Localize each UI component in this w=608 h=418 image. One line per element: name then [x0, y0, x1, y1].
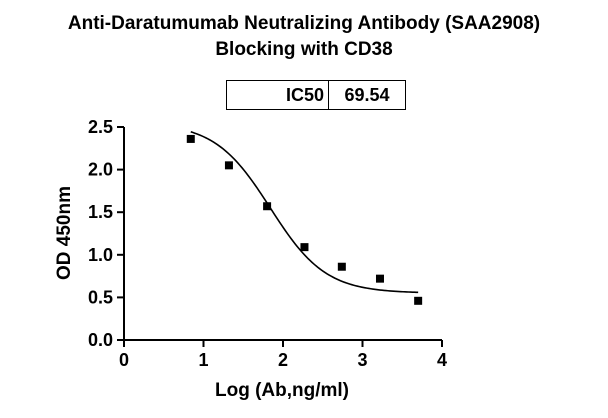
- data-point: [263, 202, 272, 211]
- y-tick-label: 2.0: [88, 160, 113, 180]
- x-tick-label: 1: [198, 350, 208, 370]
- data-point: [414, 296, 423, 305]
- ic50-label: IC50: [227, 81, 329, 109]
- y-tick-label: 1.0: [88, 245, 113, 265]
- data-point: [375, 274, 384, 283]
- data-point: [337, 262, 346, 271]
- ic50-value: 69.54: [344, 84, 390, 105]
- chart-subtitle: Blocking with CD38: [215, 39, 393, 60]
- y-axis-label: OD 450nm: [54, 186, 75, 280]
- x-tick-label: 4: [437, 350, 447, 370]
- y-tick-label: 0.0: [88, 330, 113, 350]
- x-tick-label: 3: [357, 350, 367, 370]
- y-tick-label: 2.5: [88, 117, 113, 137]
- x-tick-label: 0: [119, 350, 129, 370]
- y-tick-label: 0.5: [88, 287, 113, 307]
- axes: 0 1 2 3 4 0.0 0.5 1.0 1.5 2.0 2.5: [88, 117, 447, 370]
- fit-curve: [190, 131, 419, 294]
- ic50-table: IC50 69.54: [226, 80, 406, 110]
- points-layer: [186, 134, 423, 305]
- chart-title: Anti-Daratumumab Neutralizing Antibody (…: [67, 13, 541, 34]
- data-point: [186, 134, 195, 143]
- y-tick-label: 1.5: [88, 202, 113, 222]
- data-point: [224, 161, 233, 170]
- fit-curve-layer: [190, 131, 419, 294]
- data-point: [300, 243, 309, 252]
- x-axis-label: Log (Ab,ng/ml): [215, 380, 349, 401]
- x-tick-label: 2: [278, 350, 288, 370]
